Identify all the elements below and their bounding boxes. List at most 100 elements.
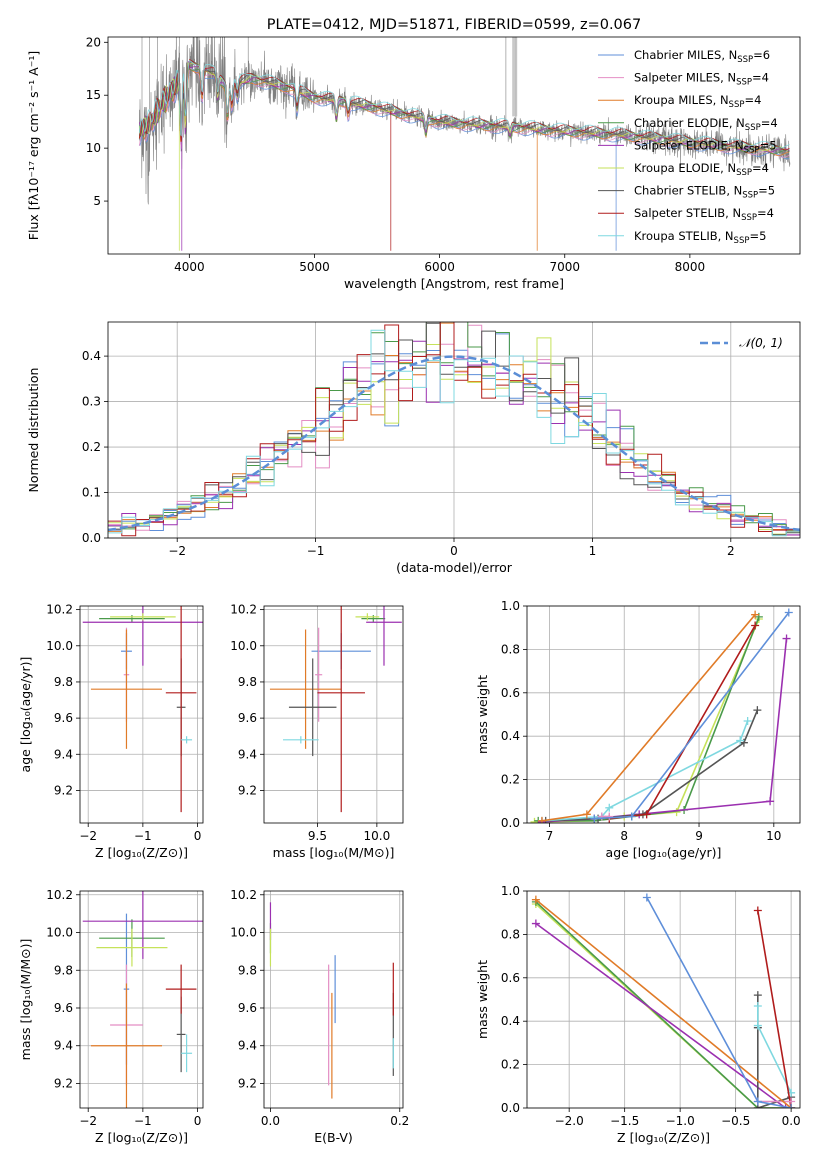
y-tick-label: 0.4 [501,1014,520,1028]
legend-entry-kroupa_elodie: Kroupa ELODIE, NSSP=4 [634,161,769,178]
x-tick-label: 5000 [299,260,330,274]
y-tick-label: 0.6 [501,686,520,700]
axes-frame [79,890,204,1109]
y-tick-label: 0.4 [501,729,520,743]
series-point [530,817,539,823]
legend-entry-kroupa_miles: Kroupa MILES, NSSP=4 [634,93,761,110]
series-point [743,717,752,726]
x-axis-label: wavelength [Angstrom, rest frame] [344,276,564,291]
model-spectrum-kroupa_elodie [138,61,790,251]
panel-3: −2 −1 0 9.2 9.4 9.6 9.8 10.0 10.2 Z [log₁₀(Z/Z⊙)]… [18,603,204,860]
series-line [535,901,792,1108]
y-axis-label: Normed distribution [26,368,41,493]
errorbar-kroupa_miles [269,629,342,749]
x-tick-label: 9 [695,829,703,843]
series-point [582,810,591,819]
x-axis-label: Z [log₁₀(Z/Z⊙)] [95,845,188,860]
histogram-salpeter_stelib [108,322,800,537]
y-tick-label: 0.2 [501,773,520,787]
y-tick-label: 0.1 [82,486,101,500]
y-tick-label: 1.0 [501,599,520,613]
y-tick-label: 10.0 [46,639,73,653]
y-tick-label: 0.4 [82,349,101,363]
series-point [605,812,614,821]
y-tick-label: 5 [93,194,101,208]
series-kroupa_miles [537,610,760,823]
y-tick-label: 9.2 [238,783,257,797]
series-line [646,897,792,1108]
series-kroupa_stelib [537,717,752,823]
legend: Chabrier MILES, NSSP=6 Salpeter MILES, NS… [598,48,778,246]
y-tick-label: 1.0 [501,884,520,898]
x-tick-label: −1.5 [610,1114,639,1128]
x-tick-label: −2 [79,1114,97,1128]
plot-area [269,606,402,813]
x-tick-label: 7000 [549,260,580,274]
series-line [609,625,756,820]
normal-curve [108,355,800,532]
x-tick-label: 2 [727,544,735,558]
y-tick-label: 9.4 [54,1039,73,1053]
panel-5: 7 8 9 10 0.0 0.2 0.4 0.6 0.8 1.0 age [log₁₀(age/yr… [475,599,801,860]
legend-entry-salpeter_miles: Salpeter MILES, NSSP=4 [634,71,769,88]
errorbar-salpeter_elodie [82,606,203,666]
legend-entry-normal: 𝒩(0, 1) [739,336,783,350]
series-point [753,1002,762,1011]
plot-area [108,322,800,537]
plot-area [269,902,394,1099]
series-line [545,709,759,822]
series-point [753,906,762,915]
y-tick-label: 9.2 [54,783,73,797]
x-axis-label: Z [log₁₀(Z/Z⊙)] [617,1130,710,1145]
series-point [736,736,745,745]
y-tick-label: 9.4 [54,747,73,761]
series-point [531,895,540,904]
series-point [753,706,762,715]
series-point [782,634,791,643]
y-tick-label: 10.2 [46,603,73,617]
y-tick-label: 0.8 [501,927,520,941]
series-line [535,899,792,1108]
series-line [541,614,756,822]
x-tick-label: 0 [194,1114,202,1128]
plot-area [138,37,791,251]
axes-overlay: 7 8 9 10 0.0 0.2 0.4 0.6 0.8 1.0 age [log₁₀(age/yr… [475,599,801,860]
y-tick-label: 9.8 [238,963,257,977]
y-axis-label: mass weight [475,675,490,754]
axes-frame [263,890,404,1109]
series-chabrier_miles [642,893,796,1108]
y-tick-label: 0.2 [82,440,101,454]
series-chabrier_miles [590,608,793,823]
masked-region [512,37,518,117]
axes-overlay: 9.5 10.0 9.2 9.4 9.6 9.8 10.0 10.2 mass [log₁₀(M… [230,603,404,860]
x-tick-label: 1 [589,544,597,558]
y-tick-label: 10.2 [46,888,73,902]
x-axis-label: E(B-V) [314,1130,353,1145]
x-tick-label: 7 [546,829,554,843]
y-axis-label: mass [log₁₀(M/M⊙)] [18,939,33,1061]
series-salpeter_elodie [531,919,796,1108]
series-line [594,612,790,820]
series-point [627,812,636,821]
plot-area [531,893,796,1108]
plot-area [530,608,793,823]
axes-overlay: −2 −1 0 1 2 0.0 0.1 0.2 0.3 0.4 (data-model)/error… [26,321,801,575]
errorbar-kroupa_miles [90,629,162,749]
x-tick-label: 0 [450,544,458,558]
y-tick-label: 9.6 [54,711,73,725]
x-tick-label: 8 [620,829,628,843]
panel-4: 9.5 10.0 9.2 9.4 9.6 9.8 10.0 10.2 mass [log₁₀(M… [230,603,404,860]
x-tick-label: 0.0 [261,1114,280,1128]
errorbar-kroupa_elodie [110,613,176,621]
model-spectrum-kroupa_stelib [138,59,790,149]
errorbar-salpeter_stelib [165,606,197,813]
legend-entry-chabrier_stelib: Chabrier STELIB, NSSP=5 [634,184,775,201]
series-point [766,797,775,806]
series-point [672,808,681,817]
x-tick-label: 6000 [424,260,455,274]
axes-overlay: −2.0 −1.5 −1.0 −0.5 0.0 0.0 0.2 0.4 0.6 0.8 1.0 Z [… [475,884,801,1145]
y-tick-label: 0.0 [501,816,520,830]
axes-frame [263,605,404,824]
chart-title: PLATE=0412, MJD=51871, FIBERID=0599, z=0… [267,17,641,33]
legend: 𝒩(0, 1) [700,336,783,350]
